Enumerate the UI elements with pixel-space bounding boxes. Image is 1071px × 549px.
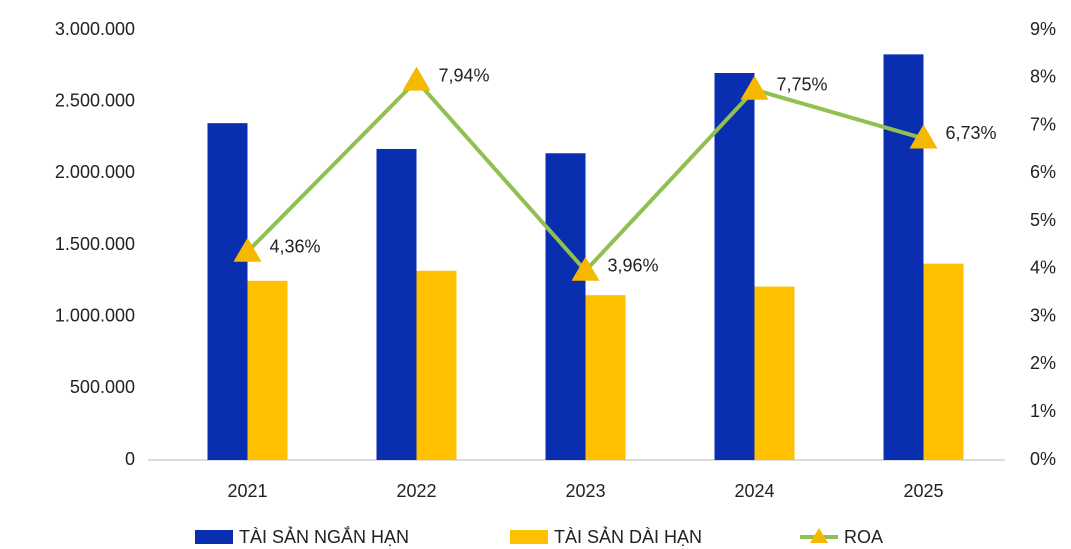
x-tick-label: 2023 xyxy=(565,481,605,501)
marker xyxy=(909,124,938,149)
y-tick-label: 2.500.000 xyxy=(55,90,135,110)
legend-label: TÀI SẢN NGẮN HẠN xyxy=(239,526,409,547)
bar xyxy=(714,73,755,460)
marker xyxy=(402,66,431,91)
y-tick-label: 2.000.000 xyxy=(55,162,135,182)
y-tick-label: 3.000.000 xyxy=(55,19,135,39)
y2-tick-label: 8% xyxy=(1030,67,1056,87)
legend-marker xyxy=(810,528,828,543)
bar xyxy=(754,286,795,460)
marker xyxy=(740,75,769,100)
data-label: 3,96% xyxy=(608,256,659,276)
x-tick-label: 2024 xyxy=(734,481,774,501)
y-tick-label: 0 xyxy=(125,449,135,469)
y2-tick-label: 5% xyxy=(1030,210,1056,230)
marker xyxy=(233,237,262,262)
data-label: 7,94% xyxy=(439,65,490,85)
bar xyxy=(247,280,288,460)
y-tick-label: 1.000.000 xyxy=(55,305,135,325)
bar xyxy=(585,295,626,460)
bar xyxy=(883,54,924,460)
y2-tick-label: 7% xyxy=(1030,114,1056,134)
legend-swatch xyxy=(195,530,233,544)
y2-tick-label: 6% xyxy=(1030,162,1056,182)
data-label: 4,36% xyxy=(270,236,321,256)
y2-tick-label: 4% xyxy=(1030,258,1056,278)
bar xyxy=(923,263,964,460)
y2-tick-label: 0% xyxy=(1030,449,1056,469)
y2-tick-label: 2% xyxy=(1030,353,1056,373)
bar xyxy=(416,270,457,460)
bar xyxy=(376,148,417,460)
x-tick-label: 2021 xyxy=(227,481,267,501)
y2-tick-label: 1% xyxy=(1030,401,1056,421)
y2-tick-label: 3% xyxy=(1030,305,1056,325)
marker xyxy=(571,256,600,281)
legend-swatch xyxy=(510,530,548,544)
y-tick-label: 500.000 xyxy=(70,377,135,397)
x-tick-label: 2025 xyxy=(903,481,943,501)
bar xyxy=(207,123,248,461)
bar xyxy=(545,153,586,460)
data-label: 6,73% xyxy=(946,123,997,143)
data-label: 7,75% xyxy=(777,74,828,94)
x-tick-label: 2022 xyxy=(396,481,436,501)
legend-label: TÀI SẢN DÀI HẠN xyxy=(554,526,702,547)
y-tick-label: 1.500.000 xyxy=(55,234,135,254)
legend-label: ROA xyxy=(844,527,883,547)
y2-tick-label: 9% xyxy=(1030,19,1056,39)
